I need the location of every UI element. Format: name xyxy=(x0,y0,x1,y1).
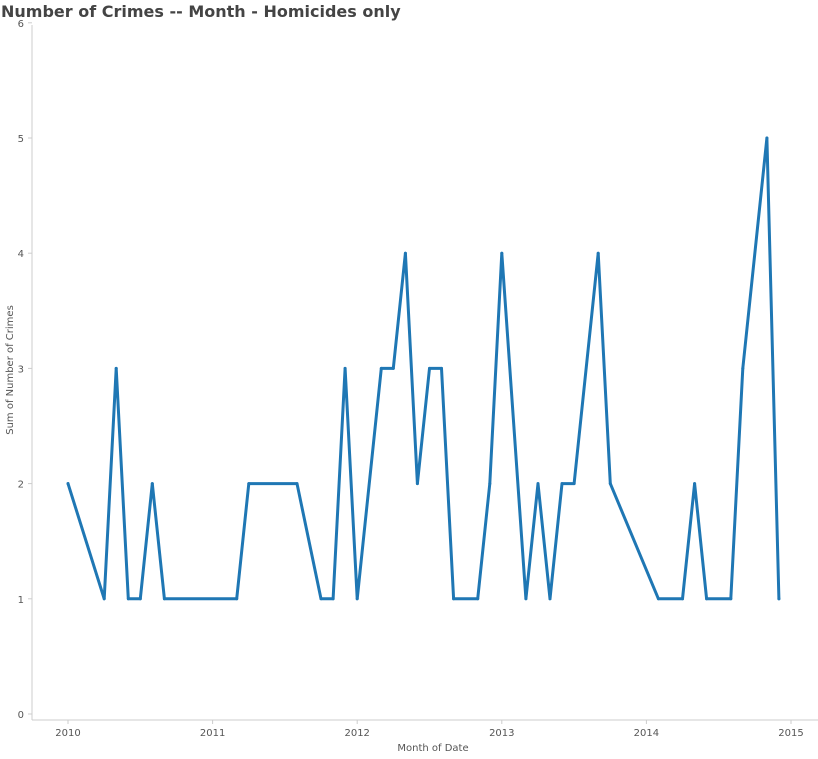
data-point xyxy=(391,366,395,370)
data-point xyxy=(656,597,660,601)
data-point xyxy=(428,366,431,370)
data-point xyxy=(572,482,576,486)
series-line xyxy=(66,136,781,601)
y-tick-label: 4 xyxy=(18,249,24,260)
data-point xyxy=(440,366,443,370)
y-tick-label: 5 xyxy=(18,134,24,145)
x-tick-label: 2011 xyxy=(200,728,225,739)
data-point xyxy=(536,482,540,486)
series-lines xyxy=(66,136,781,601)
data-point xyxy=(524,597,528,601)
data-point xyxy=(66,482,70,486)
data-point xyxy=(379,366,383,370)
x-tick-label: 2015 xyxy=(778,728,803,739)
data-point xyxy=(488,482,492,486)
x-tick-label: 2010 xyxy=(55,728,80,739)
data-point xyxy=(295,482,299,486)
data-point xyxy=(126,597,130,601)
y-tick-label: 0 xyxy=(18,710,24,721)
data-point xyxy=(102,597,106,601)
data-point xyxy=(765,136,769,140)
y-tick-label: 2 xyxy=(18,480,24,491)
data-point xyxy=(235,597,239,601)
x-axis-title: Month of Date xyxy=(397,743,468,754)
data-point xyxy=(693,482,697,486)
data-point xyxy=(741,366,745,370)
data-point xyxy=(114,366,118,370)
data-point xyxy=(729,597,733,601)
data-point xyxy=(681,597,684,601)
data-point xyxy=(705,597,709,601)
data-point xyxy=(608,482,612,486)
y-tick-label: 3 xyxy=(18,364,24,375)
data-point xyxy=(162,597,166,601)
data-point xyxy=(777,597,781,601)
y-tick-label: 1 xyxy=(18,595,24,606)
data-point xyxy=(560,482,564,486)
y-tick-label: 6 xyxy=(18,19,24,30)
data-point xyxy=(415,482,419,486)
data-point xyxy=(355,597,359,601)
axes xyxy=(31,25,818,721)
x-tick-label: 2014 xyxy=(634,728,659,739)
data-point xyxy=(476,597,480,601)
data-point xyxy=(596,251,600,255)
data-point xyxy=(452,597,456,601)
chart-title: Number of Crimes -- Month - Homicides on… xyxy=(1,2,401,21)
data-point xyxy=(150,482,154,486)
data-point xyxy=(247,482,251,486)
data-point xyxy=(138,597,142,601)
data-point xyxy=(319,597,323,601)
data-point xyxy=(403,251,407,255)
y-axis-title: Sum of Number of Crimes xyxy=(5,305,16,435)
x-tick-label: 2012 xyxy=(344,728,369,739)
x-tick-label: 2013 xyxy=(489,728,514,739)
data-point xyxy=(331,597,335,601)
y-axis-ticks: 0 1 2 3 4 5 6 xyxy=(18,19,32,721)
data-point xyxy=(343,366,347,370)
data-point xyxy=(548,597,552,601)
x-axis-ticks: 2010 2011 2012 2013 2014 2015 xyxy=(55,720,804,739)
data-point xyxy=(500,251,504,255)
